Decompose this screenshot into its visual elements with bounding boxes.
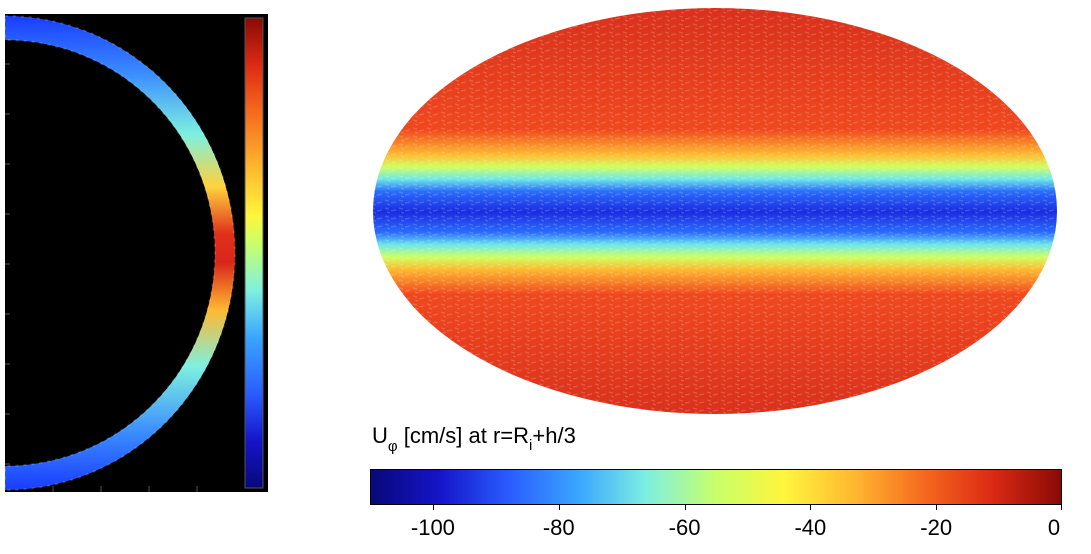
horizontal-colorbar xyxy=(370,469,1062,505)
colorbar-tick-label: -80 xyxy=(542,515,575,540)
colorbar-tick-label: -100 xyxy=(410,515,455,540)
colorbar-subscript-phi: φ xyxy=(387,438,398,455)
colorbar-tick-label: -60 xyxy=(668,515,701,540)
colorbar-tick-mark xyxy=(432,505,434,510)
colorbar-tick-mark xyxy=(936,505,938,510)
colorbar-tick-label: -20 xyxy=(920,515,953,540)
colorbar-tick-mark xyxy=(558,505,560,510)
colorbar-symbol: U xyxy=(372,423,388,448)
shell-texture xyxy=(5,14,236,492)
colorbar-tick-mark xyxy=(810,505,812,510)
map-texture xyxy=(373,8,1057,414)
colorbar-title: Uφ [cm/s] at r=Ri+h/3 xyxy=(372,423,576,455)
spherical-shell xyxy=(5,16,235,490)
colorbar-tick-mark xyxy=(1061,505,1062,510)
left-axis-ticks xyxy=(5,63,198,492)
colorbar-tick-label: 0 xyxy=(1047,515,1061,540)
colorbar-tick-mark xyxy=(684,505,686,510)
meridional-section-plot xyxy=(5,14,264,492)
colorbar-title-middle: [cm/s] at r=R xyxy=(397,423,530,448)
colorbar-title-end: +h/3 xyxy=(532,423,576,448)
colorbar-tick-label: -40 xyxy=(794,515,827,540)
colorbar-tick-row: -100 -80 -60 -40 -20 0 xyxy=(370,505,1062,550)
meridional-section-panel xyxy=(5,14,268,492)
colorbar-subscript-i: i xyxy=(529,437,533,454)
mollweide-map xyxy=(373,8,1057,414)
vertical-colorbar xyxy=(244,17,264,489)
